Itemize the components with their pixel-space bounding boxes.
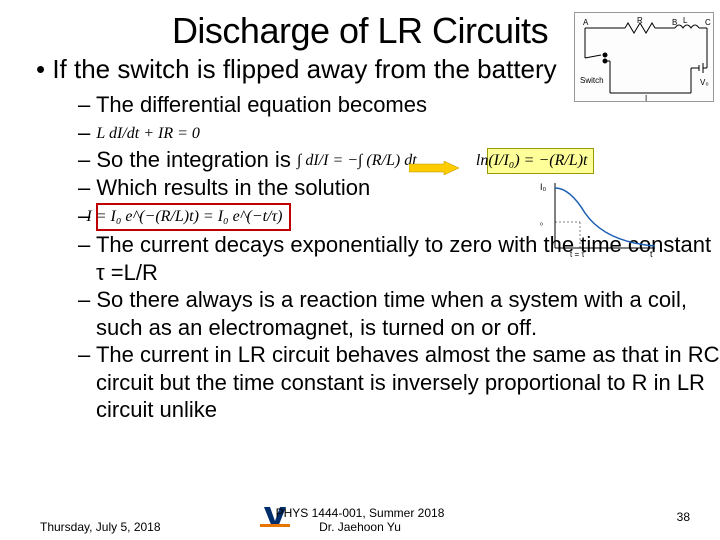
footer-author-line: Dr. Jaehoon Yu	[276, 520, 445, 534]
graph-label-t: t	[650, 249, 653, 258]
circuit-label-c: C	[705, 18, 711, 27]
sub-item-integration: So the integration is ∫ dI/I = −∫ (R/L) …	[78, 146, 720, 174]
circuit-label-r: R	[637, 16, 643, 25]
circuit-label-switch: Switch	[580, 76, 604, 85]
footer-course-line: PHYS 1444-001, Summer 2018	[276, 506, 445, 520]
graph-label-i0: I₀	[540, 182, 547, 192]
circuit-label-v0: V₀	[700, 78, 709, 87]
circuit-diagram: A B C R L V₀ Switch I	[574, 12, 714, 102]
graph-label-tau: t = τ	[570, 250, 585, 258]
sub-item-eq1: L dI/dt + IR = 0	[78, 119, 720, 147]
graph-label-037: 0.37I₀	[540, 218, 543, 227]
sub-item-integration-text: So the integration is	[96, 147, 290, 172]
circuit-label-a: A	[583, 18, 589, 27]
footer-course: PHYS 1444-001, Summer 2018 Dr. Jaehoon Y…	[276, 506, 445, 534]
equation-solution-boxed: I = I₀ e^(−(R/L)t) = I₀ e^(−t/τ)	[96, 203, 290, 231]
circuit-label-i: I	[645, 94, 647, 103]
circuit-label-b: B	[672, 18, 677, 27]
equation-ln-boxed: ln(I/I₀) = −(R/L)t	[487, 148, 595, 174]
equation-diffeq: L dI/dt + IR = 0	[96, 125, 200, 142]
circuit-label-l: L	[683, 16, 688, 25]
equation-integral: ∫ dI/I = −∫ (R/L) dt	[297, 152, 417, 169]
footer-page-number: 38	[677, 510, 690, 524]
arrow-icon	[427, 154, 477, 168]
decay-graph: I₀ 0.37I₀ t = τ t	[540, 178, 660, 258]
sub-item-reaction: So there always is a reaction time when …	[78, 286, 720, 341]
sub-item-behavior: The current in LR circuit behaves almost…	[78, 341, 720, 424]
footer-date: Thursday, July 5, 2018	[40, 520, 161, 534]
